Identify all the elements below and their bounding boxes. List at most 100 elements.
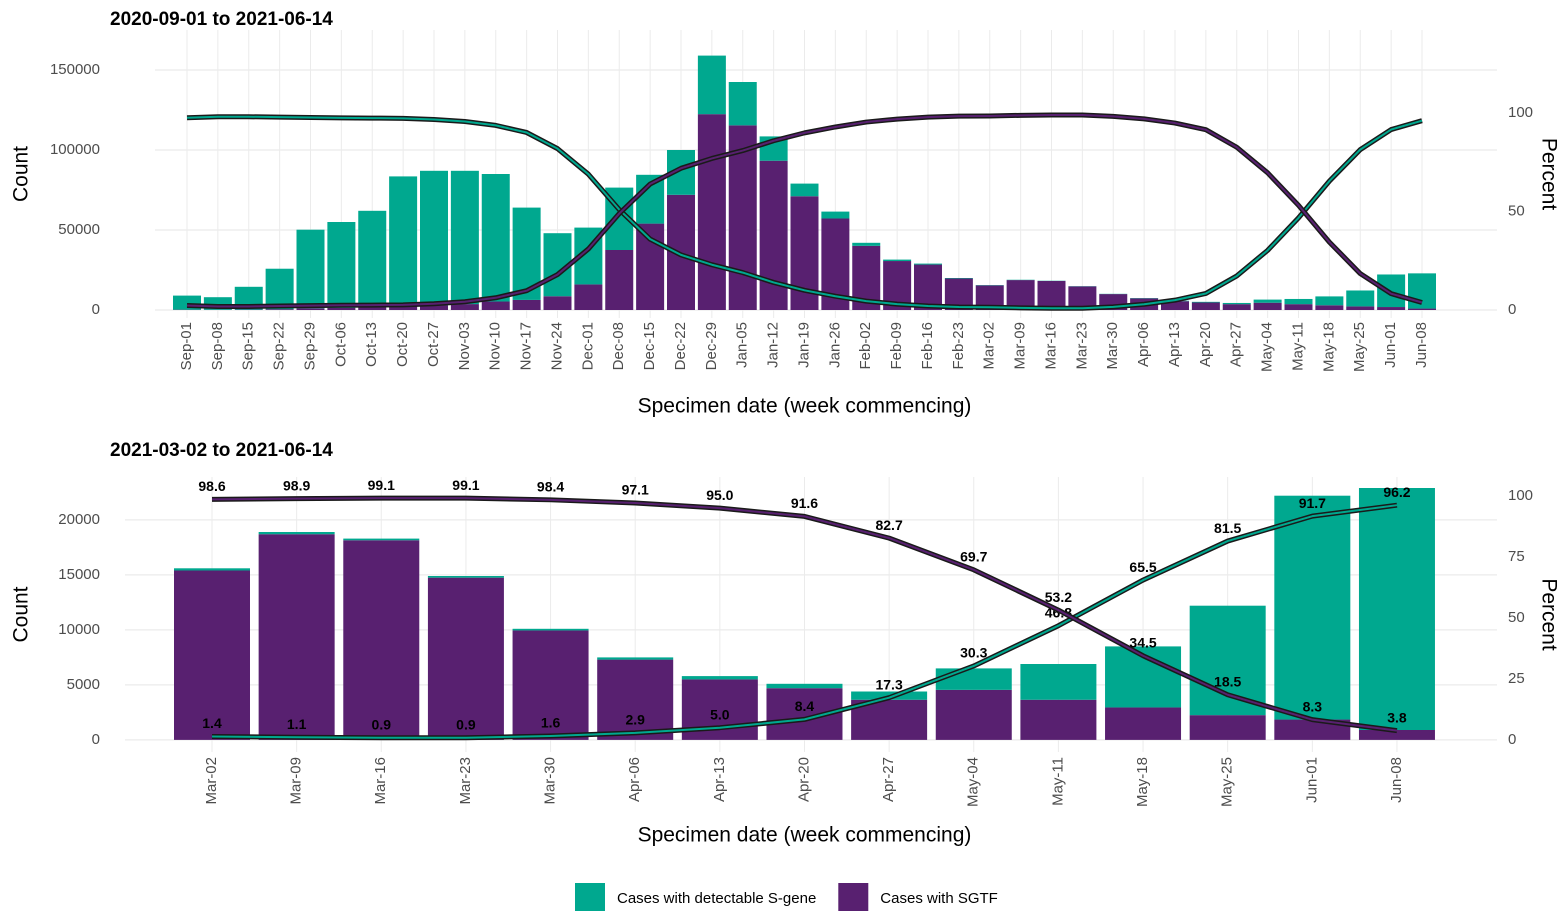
y2-tick-label: 25 [1508, 670, 1525, 687]
y-tick-label: 10000 [58, 621, 100, 638]
bar [266, 309, 294, 310]
bar [420, 171, 448, 306]
bar [936, 668, 1012, 689]
bar [936, 690, 1012, 740]
x-tick-label: Mar-09 [288, 757, 305, 805]
bar [428, 576, 504, 578]
bar [597, 660, 673, 740]
bar [1020, 664, 1096, 700]
bar [297, 308, 325, 310]
x-tick-label: Jun-08 [1413, 322, 1430, 368]
x-tick-label: Jun-01 [1382, 322, 1399, 368]
bar [1190, 606, 1266, 715]
x-axis-title: Specimen date (week commencing) [638, 824, 972, 847]
x-tick-label: Dec-15 [641, 322, 658, 370]
data-label: 18.5 [1214, 673, 1241, 689]
bar [1223, 303, 1251, 304]
bar [1223, 304, 1251, 310]
y2-tick-label: 100 [1508, 104, 1533, 121]
x-tick-label: May-11 [1289, 322, 1306, 371]
data-label: 3.8 [1387, 709, 1407, 725]
y-tick-label: 5000 [67, 676, 100, 693]
data-label: 1.6 [541, 715, 561, 731]
x-tick-label: Jun-01 [1303, 757, 1320, 803]
x-tick-label: Dec-01 [579, 322, 596, 370]
data-label: 98.6 [198, 478, 225, 494]
bar [1274, 496, 1350, 720]
bar [1359, 488, 1435, 730]
x-tick-label: May-04 [1259, 322, 1276, 372]
x-tick-label: Mar-16 [372, 757, 389, 805]
data-label: 34.5 [1129, 634, 1156, 650]
x-tick-label: Dec-08 [610, 322, 627, 370]
data-label: 95.0 [706, 487, 733, 503]
y2-axis-title: Percent [1537, 578, 1560, 651]
y-tick-label: 15000 [58, 566, 100, 583]
x-tick-label: Jan-26 [826, 322, 843, 368]
y-tick-label: 100000 [50, 141, 100, 158]
bar [513, 629, 589, 631]
x-tick-label: Oct-06 [332, 322, 349, 367]
y2-axis-title: Percent [1537, 138, 1560, 211]
data-label: 69.7 [960, 549, 987, 565]
x-tick-label: Feb-16 [919, 322, 936, 370]
x-tick-label: Mar-02 [981, 322, 998, 370]
x-tick-label: Sep-15 [240, 322, 257, 370]
x-tick-label: Mar-02 [203, 757, 220, 805]
x-tick-label: Apr-27 [1228, 322, 1245, 367]
x-tick-label: Sep-22 [271, 322, 288, 370]
data-label: 81.5 [1214, 520, 1241, 536]
data-label: 91.6 [791, 495, 818, 511]
bar [605, 250, 633, 310]
bar [1346, 290, 1374, 306]
legend-swatch [838, 883, 868, 911]
bar [327, 222, 355, 308]
bar [1192, 302, 1220, 310]
data-label: 17.3 [875, 676, 902, 692]
bar [266, 269, 294, 309]
y2-tick-label: 50 [1508, 609, 1525, 626]
bar [174, 568, 250, 570]
x-tick-label: Jan-19 [795, 322, 812, 368]
x-tick-label: Apr-13 [711, 757, 728, 802]
x-tick-label: May-18 [1134, 757, 1151, 807]
data-label: 53.2 [1045, 589, 1072, 605]
x-tick-label: Apr-06 [1135, 322, 1152, 367]
data-label: 8.4 [795, 698, 815, 714]
bar [1105, 707, 1181, 739]
bar [1408, 309, 1436, 310]
bar [389, 176, 417, 306]
bar [698, 114, 726, 310]
x-tick-label: Feb-23 [950, 322, 967, 370]
x-tick-label: Apr-13 [1166, 322, 1183, 367]
x-tick-label: Mar-23 [1073, 322, 1090, 370]
data-label: 30.3 [960, 645, 987, 661]
x-tick-label: May-25 [1351, 322, 1368, 372]
x-tick-label: Mar-23 [457, 757, 474, 805]
x-tick-label: Oct-20 [394, 322, 411, 367]
y2-tick-label: 0 [1508, 301, 1516, 318]
bar [358, 307, 386, 310]
bar [1285, 304, 1313, 310]
bar [1359, 730, 1435, 740]
panel-title: 2021-03-02 to 2021-06-14 [110, 440, 333, 461]
bar [343, 540, 419, 740]
bar [1192, 302, 1220, 303]
x-tick-label: Mar-30 [1104, 322, 1121, 370]
bar [1315, 305, 1343, 310]
bar [544, 296, 572, 310]
x-tick-label: May-04 [965, 757, 982, 807]
bar [343, 539, 419, 541]
x-tick-label: Oct-13 [363, 322, 380, 367]
data-label: 99.1 [368, 477, 395, 493]
x-tick-label: Apr-27 [880, 757, 897, 802]
bar [358, 211, 386, 308]
bar [791, 184, 819, 197]
y2-tick-label: 50 [1508, 203, 1525, 220]
x-tick-label: Nov-03 [456, 322, 473, 370]
panel-title: 2020-09-01 to 2021-06-14 [110, 9, 333, 30]
x-tick-label: Feb-02 [857, 322, 874, 370]
y-axis-title: Count [10, 146, 33, 202]
x-tick-label: Sep-29 [301, 322, 318, 370]
bar [574, 284, 602, 310]
